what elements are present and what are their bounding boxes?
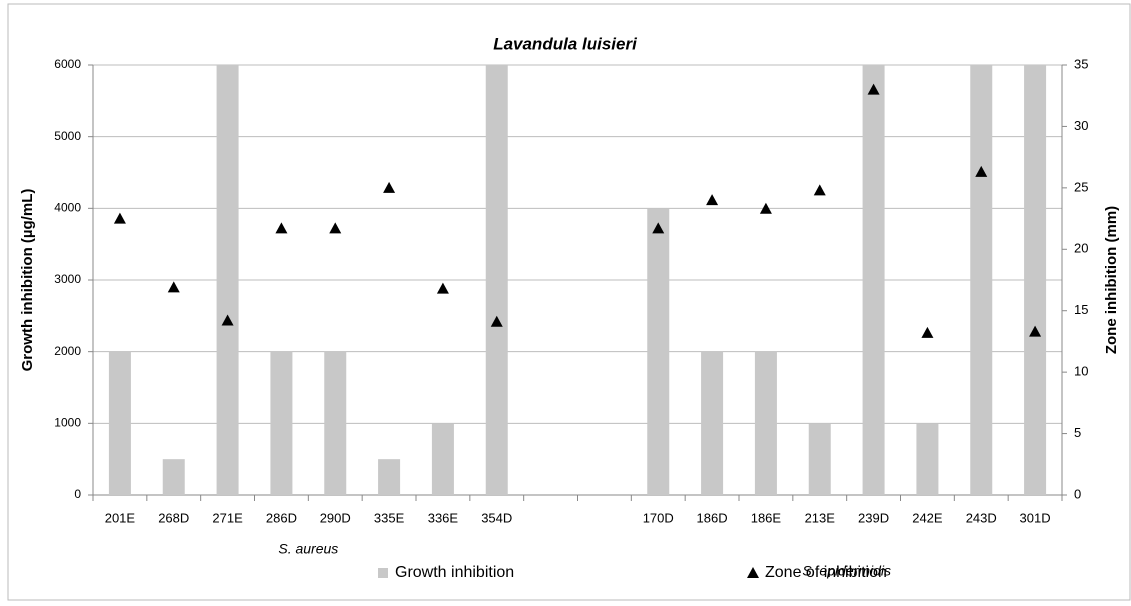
x-tick-label: 170D — [643, 510, 674, 525]
y-tick-label: 3000 — [54, 272, 81, 286]
bar — [1024, 65, 1047, 495]
y2-axis-label: Zone inhibition (mm) — [1103, 206, 1120, 354]
bar — [754, 351, 777, 495]
triangle-marker — [1029, 325, 1042, 337]
x-tick-label: 335E — [374, 510, 405, 525]
triangle-marker — [975, 165, 988, 177]
triangle-marker — [113, 212, 126, 224]
triangle-marker — [383, 181, 396, 193]
legend-swatch — [378, 568, 388, 578]
bar — [108, 351, 131, 495]
triangle-marker — [436, 282, 449, 294]
x-tick-label: 354D — [481, 510, 512, 525]
bar — [862, 65, 885, 495]
bar — [485, 65, 508, 495]
triangle-marker — [867, 83, 880, 95]
x-tick-label: 243D — [966, 510, 997, 525]
chart-border — [7, 3, 1131, 601]
y2-tick-label: 15 — [1074, 302, 1088, 317]
triangle-marker — [490, 315, 503, 327]
y2-tick-label: 10 — [1074, 364, 1088, 379]
triangle-marker — [329, 222, 342, 234]
bar — [270, 351, 293, 495]
y2-tick-label: 30 — [1074, 118, 1088, 133]
x-tick-label: 301D — [1020, 510, 1051, 525]
triangle-marker — [275, 222, 288, 234]
x-tick-label: 213E — [805, 510, 836, 525]
x-tick-label: 286D — [266, 510, 297, 525]
y-axis-label: Growth inhibition (µg/mL) — [19, 189, 36, 372]
y-tick-label: 6000 — [54, 57, 81, 71]
x-tick-label: 336E — [428, 510, 459, 525]
triangle-marker — [167, 281, 180, 293]
y2-tick-label: 20 — [1074, 241, 1088, 256]
legend-label: Growth inhibition — [395, 564, 514, 581]
y-tick-label: 1000 — [54, 416, 81, 430]
triangle-marker — [652, 222, 665, 234]
triangle-marker — [759, 202, 772, 214]
x-tick-label: 186D — [697, 510, 728, 525]
legend-label: Zone of inhibition — [765, 564, 887, 581]
x-tick-label: 186E — [751, 510, 782, 525]
bar — [808, 423, 831, 495]
y2-tick-label: 35 — [1074, 56, 1088, 71]
x-tick-label: 201E — [105, 510, 136, 525]
triangle-marker — [221, 314, 234, 326]
y2-tick-label: 25 — [1074, 179, 1088, 194]
y-tick-label: 4000 — [54, 201, 81, 215]
triangle-marker — [921, 326, 934, 338]
bar — [324, 351, 347, 495]
legend-swatch — [747, 567, 759, 578]
y-tick-label: 0 — [74, 487, 81, 501]
group-label: S. aureus — [278, 541, 338, 557]
chart-title: Lavandula luisieri — [493, 34, 638, 53]
x-tick-label: 290D — [320, 510, 351, 525]
y-tick-label: 2000 — [54, 344, 81, 358]
bar — [431, 423, 454, 495]
x-tick-label: 268D — [158, 510, 189, 525]
bar — [378, 459, 401, 495]
bar — [647, 208, 670, 496]
x-tick-label: 242E — [912, 510, 943, 525]
x-tick-label: 239D — [858, 510, 889, 525]
bar — [162, 459, 185, 495]
triangle-marker — [813, 184, 826, 196]
y-tick-label: 5000 — [54, 129, 81, 143]
bar — [916, 423, 939, 495]
bar — [216, 65, 239, 495]
bar — [701, 351, 724, 495]
bar — [970, 65, 993, 495]
y2-tick-label: 0 — [1074, 486, 1081, 501]
triangle-marker — [706, 194, 719, 206]
x-tick-label: 271E — [212, 510, 243, 525]
group-label: S. epidermidis — [802, 563, 891, 579]
y2-tick-label: 5 — [1074, 425, 1081, 440]
